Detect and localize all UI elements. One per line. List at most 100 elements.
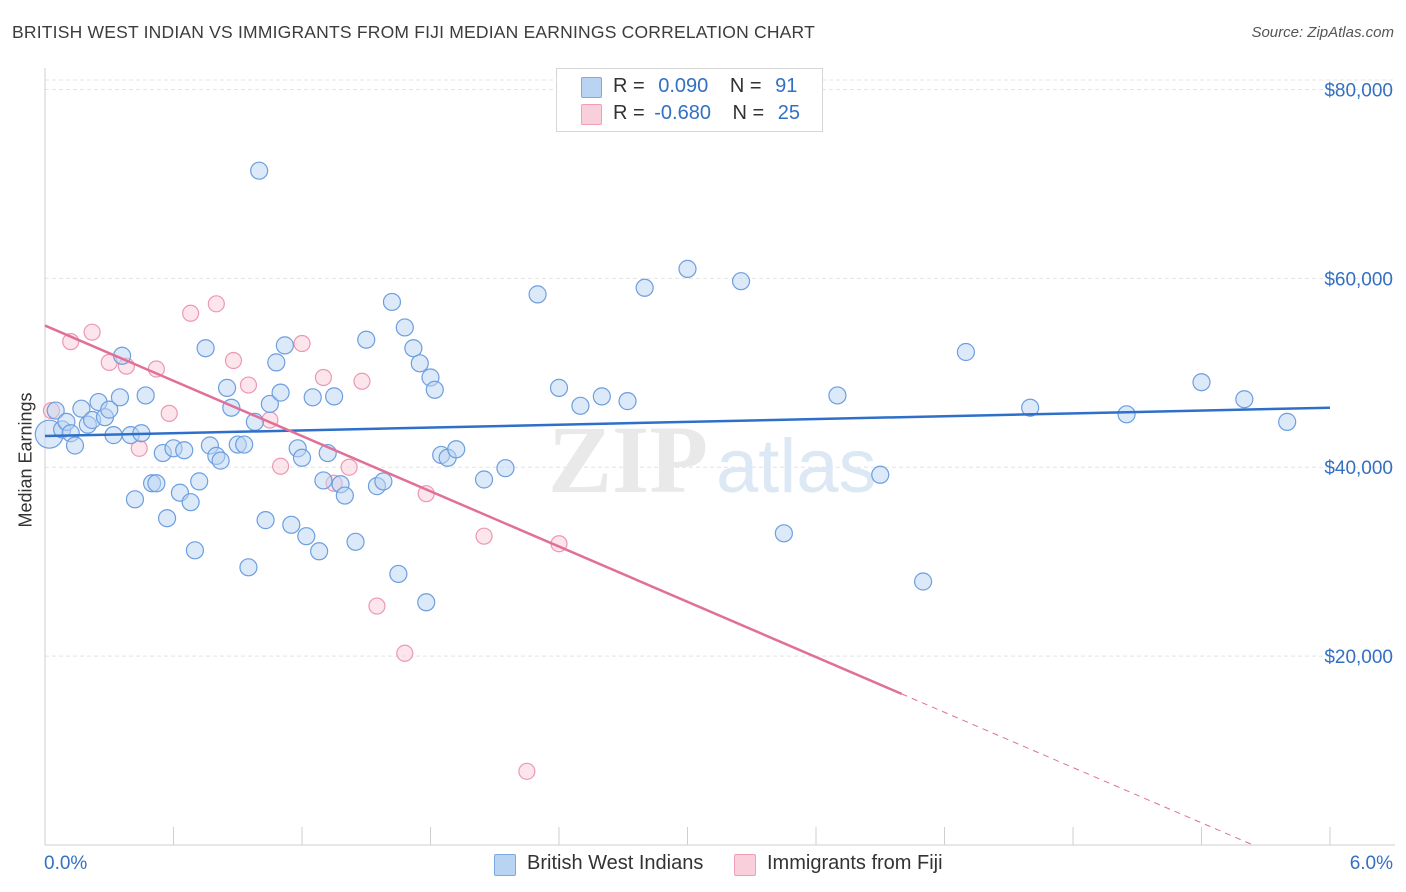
bwi-point — [314, 471, 333, 490]
bwi-point — [635, 278, 654, 297]
fiji-point — [182, 304, 200, 322]
bwi-point — [275, 336, 294, 355]
legend-swatch-fiji — [581, 104, 602, 125]
fiji-point — [314, 368, 333, 387]
bwi-point — [774, 524, 793, 543]
fiji-point — [83, 323, 101, 341]
bwi-point — [1278, 412, 1297, 431]
bwi-point — [292, 448, 312, 467]
bwi-point — [395, 318, 414, 337]
bottom-label-bwi: British West Indians — [527, 852, 704, 874]
legend-n-label: N = — [732, 102, 765, 124]
bwi-point — [46, 401, 65, 420]
bwi-point — [592, 387, 611, 406]
fiji-point — [340, 458, 358, 476]
bwi-point — [267, 353, 286, 372]
bwi-point — [65, 436, 85, 455]
bwi-point — [110, 388, 130, 407]
bwi-point — [913, 572, 933, 591]
correlation-legend: R = 0.090 N = 91 R = -0.680 N = 25 — [556, 68, 823, 132]
y-tick-label: $40,000 — [1324, 458, 1393, 479]
bwi-point — [1117, 405, 1136, 424]
bwi-point — [185, 541, 205, 560]
bwi-point — [618, 392, 637, 411]
bwi-point — [447, 440, 466, 459]
bwi-point — [496, 459, 515, 478]
bwi-point — [417, 593, 436, 612]
fiji-point — [293, 334, 311, 353]
bwi-point — [100, 400, 119, 419]
bwi-point — [297, 527, 316, 546]
bwi-point — [235, 435, 254, 454]
bwi-point — [335, 486, 354, 505]
bwi-point — [425, 380, 444, 399]
bwi-point — [382, 292, 402, 312]
fiji-point — [475, 527, 493, 545]
bottom-swatch-bwi — [494, 854, 516, 876]
fiji-trend-line — [44, 324, 903, 696]
bottom-swatch-fiji — [734, 854, 756, 876]
bwi-point — [217, 378, 237, 397]
bwi-point — [731, 272, 751, 291]
legend-r-label: R = — [613, 102, 645, 124]
bwi-point — [374, 472, 393, 491]
axes — [44, 68, 1395, 846]
bwi-point — [175, 441, 194, 460]
fiji-point — [368, 597, 386, 615]
watermark-atlas: atlas — [716, 424, 877, 509]
fiji-trend-extension — [901, 693, 1254, 846]
fiji-point — [396, 644, 414, 662]
fiji-point — [207, 295, 225, 313]
legend-r-value: -0.680 — [654, 102, 711, 124]
bwi-point — [678, 259, 697, 278]
bwi-point — [250, 161, 269, 180]
bwi-point — [181, 493, 200, 512]
y-tick-label: $20,000 — [1324, 647, 1393, 668]
legend-n-label: N = — [729, 75, 762, 97]
bwi-point — [157, 509, 177, 528]
bwi-point — [828, 386, 847, 405]
bwi-point — [211, 451, 230, 470]
bwi-point — [256, 511, 275, 530]
fiji-point — [271, 457, 290, 475]
bwi-point — [389, 564, 408, 584]
bwi-point — [310, 542, 329, 561]
bwi-point — [72, 399, 91, 418]
y-tick-label: $80,000 — [1324, 80, 1393, 101]
bwi-point — [190, 472, 209, 491]
bwi-point — [410, 354, 429, 373]
legend-r-value: 0.090 — [658, 75, 709, 97]
bwi-point — [1021, 398, 1040, 417]
bwi-point — [239, 558, 258, 577]
bwi-point — [303, 388, 322, 407]
x-tick-label: 6.0% — [1350, 853, 1393, 874]
bwi-points — [34, 161, 1297, 612]
source-attribution: Source: ZipAtlas.com — [1251, 24, 1394, 41]
legend-n-value: 91 — [775, 75, 798, 97]
bwi-point — [549, 378, 569, 397]
bwi-point — [871, 465, 890, 484]
bwi-point — [325, 387, 344, 406]
bwi-point — [404, 339, 423, 358]
bwi-point — [136, 386, 155, 405]
fiji-point — [160, 404, 178, 422]
bwi-point — [282, 515, 301, 534]
bwi-point — [1235, 390, 1254, 409]
bottom-label-fiji: Immigrants from Fiji — [767, 852, 943, 874]
bwi-point — [956, 342, 976, 362]
bwi-point — [571, 396, 590, 415]
chart-title: BRITISH WEST INDIAN VS IMMIGRANTS FROM F… — [12, 22, 815, 42]
bwi-point — [271, 383, 290, 402]
fiji-point — [518, 762, 536, 780]
tick-labels: $20,000 $40,000 $60,000 $80,000 0.0% 6.0% — [44, 80, 1393, 874]
bwi-point — [528, 285, 547, 304]
bwi-point — [474, 470, 494, 489]
legend-r-label: R = — [613, 75, 645, 97]
bwi-point — [147, 474, 166, 493]
legend-n-value: 25 — [777, 102, 801, 124]
y-tick-label: $60,000 — [1324, 269, 1393, 290]
bwi-point — [125, 490, 145, 509]
trend-lines — [44, 324, 1331, 846]
x-tick-label: 0.0% — [44, 853, 87, 874]
